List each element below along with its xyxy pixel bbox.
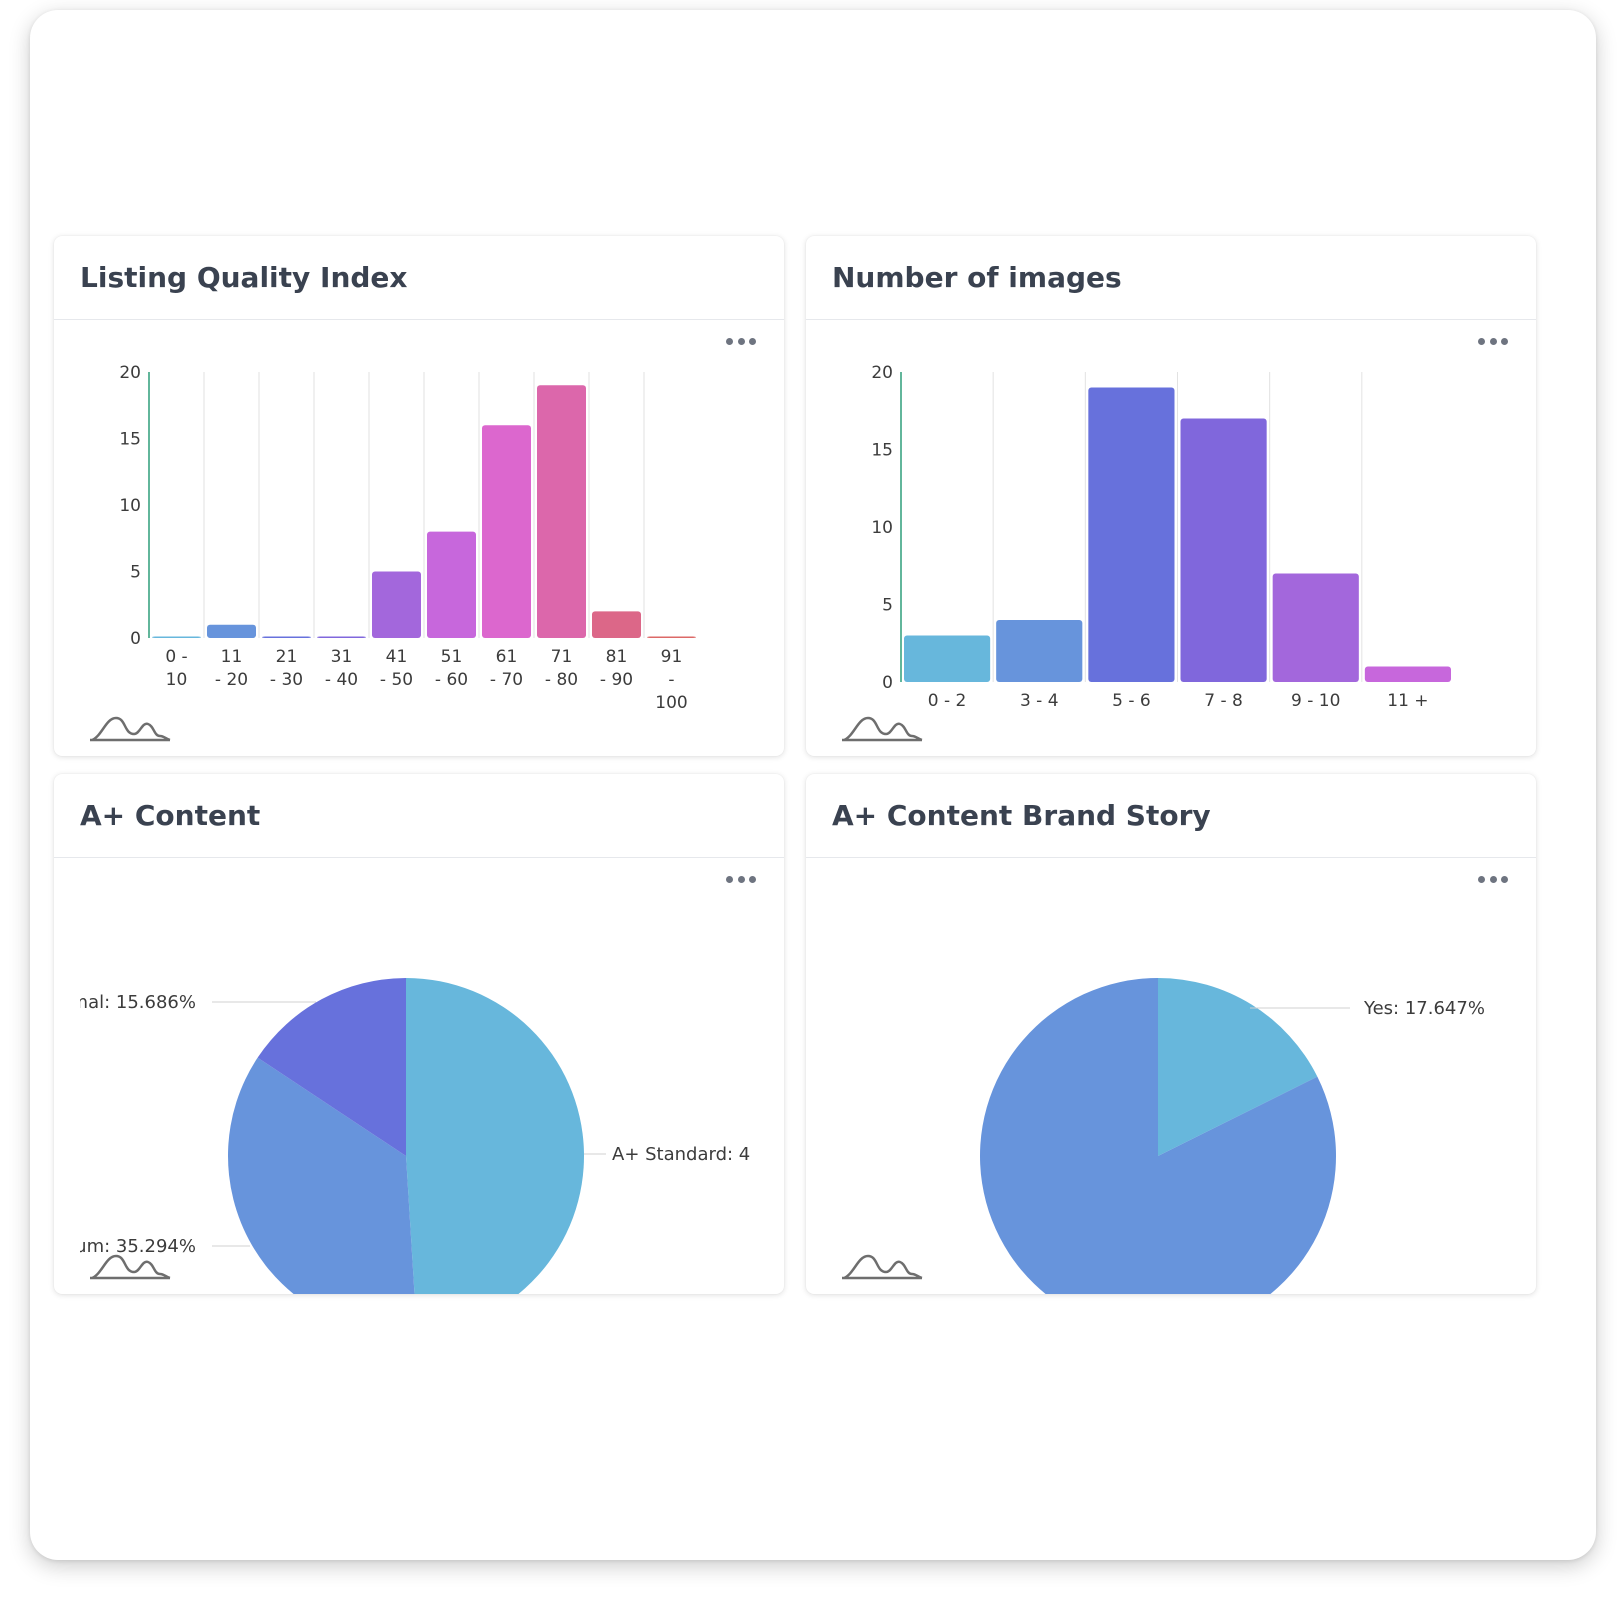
slice-label: rmal: 15.686% [63, 992, 196, 1013]
x-tick-label: 31 [331, 647, 353, 667]
card-title: Number of images [832, 261, 1122, 294]
bar [207, 624, 256, 638]
a-plus-content-brand-story-card: A+ Content Brand Story Yes: 17.647% No: 8… [806, 774, 1536, 1294]
amcharts-logo-icon[interactable] [840, 1250, 924, 1282]
card-header: Number of images [806, 236, 1536, 320]
x-tick-label: 21 [276, 647, 298, 667]
x-tick-label: - 20 [215, 670, 248, 690]
y-tick-label: 5 [130, 563, 141, 583]
card-title: A+ Content [80, 799, 261, 832]
y-tick-label: 5 [882, 596, 893, 616]
x-tick-label: 0 - 2 [928, 691, 967, 711]
y-tick-label: 15 [119, 430, 141, 450]
pie-slice [980, 978, 1336, 1294]
pie-slice [257, 978, 406, 1156]
card-header: A+ Content [54, 774, 784, 858]
number-of-images-card: Number of images 0 5 10 15 20 0 - 2 3 - 4 5 - 6… [806, 236, 1536, 756]
y-tick-label: 0 [130, 629, 141, 649]
amcharts-logo-icon[interactable] [88, 712, 172, 744]
a-plus-content-card: A+ Content A+ Standard: 4 nium: 35.294% rm… [54, 774, 784, 1294]
pie-slice [406, 978, 584, 1294]
card-header: A+ Content Brand Story [806, 774, 1536, 858]
number-of-images-chart: 0 5 10 15 20 0 - 2 3 - 4 5 - 6 7 - 8 9 - 10 11 + [871, 363, 1451, 711]
bar [317, 636, 366, 638]
bar [647, 636, 696, 638]
card-header: Listing Quality Index [54, 236, 784, 320]
slice-label: A+ Standard: 4 [612, 1144, 750, 1165]
y-tick-label: 0 [882, 673, 893, 693]
x-tick-label: 7 - 8 [1204, 691, 1243, 711]
bar [537, 385, 586, 638]
amcharts-logo-icon[interactable] [88, 1250, 172, 1282]
x-tick-label: - 50 [380, 670, 413, 690]
card-title: Listing Quality Index [80, 261, 408, 294]
a-plus-content-pie-chart: A+ Standard: 4 nium: 35.294% rmal: 15.686% [59, 978, 750, 1294]
slice-label: No: 82.353% [844, 1292, 960, 1294]
y-tick-label: 10 [871, 518, 893, 538]
x-tick-label: - 40 [325, 670, 358, 690]
bar [996, 620, 1083, 682]
x-tick-label: - 70 [490, 670, 523, 690]
listing-quality-index-card: Listing Quality Index 0 5 10 15 20 0 - 10 11 - 2… [54, 236, 784, 756]
bar [1364, 666, 1451, 682]
card-title: A+ Content Brand Story [832, 799, 1211, 832]
y-tick-label: 10 [119, 496, 141, 516]
amcharts-logo-icon[interactable] [840, 712, 924, 744]
x-tick-label: - [668, 670, 674, 690]
x-tick-label: 3 - 4 [1020, 691, 1059, 711]
pie-group: A+ Standard: 4 nium: 35.294% rmal: 15.686% [59, 978, 750, 1294]
x-tick-label: 51 [441, 647, 463, 667]
pie-slice [228, 1057, 415, 1294]
x-tick-label: - 90 [600, 670, 633, 690]
bar [262, 636, 311, 638]
bar [1088, 387, 1175, 682]
bar [372, 571, 421, 638]
x-tick-label: 81 [606, 647, 628, 667]
more-horizontal-icon[interactable] [1478, 874, 1508, 884]
bar [904, 635, 991, 682]
bar [427, 531, 476, 638]
y-tick-label: 20 [871, 363, 893, 383]
slice-label: Yes: 17.647% [1363, 998, 1485, 1019]
x-tick-label: 11 [221, 647, 243, 667]
x-tick-label: 71 [551, 647, 573, 667]
bar [152, 636, 201, 638]
y-tick-label: 15 [871, 441, 893, 461]
x-tick-label: 0 - [165, 647, 187, 667]
x-tick-label: - 80 [545, 670, 578, 690]
x-tick-label: 5 - 6 [1112, 691, 1151, 711]
x-tick-label: - 60 [435, 670, 468, 690]
dashboard-frame: Listing Quality Index 0 5 10 15 20 0 -10 11- 2… [30, 10, 1596, 1560]
bar [482, 425, 531, 638]
x-tick-label: 91 [661, 647, 683, 667]
bar [1180, 418, 1267, 682]
more-horizontal-icon[interactable] [726, 874, 756, 884]
listing-quality-index-chart: 0 5 10 15 20 0 - 10 11 - 20 21 - 30 31 - 40 41 - 50 51 -… [119, 363, 696, 713]
more-horizontal-icon[interactable] [1478, 336, 1508, 346]
x-tick-label: 100 [655, 693, 687, 713]
bar [592, 611, 641, 638]
x-tick-label: 61 [496, 647, 518, 667]
x-tick-label: 10 [166, 670, 188, 690]
x-tick-label: 11 + [1387, 691, 1428, 711]
slice-label: nium: 35.294% [59, 1236, 196, 1257]
more-horizontal-icon[interactable] [726, 336, 756, 346]
x-tick-label: 9 - 10 [1291, 691, 1340, 711]
y-tick-label: 20 [119, 363, 141, 383]
pie-slice [1158, 978, 1318, 1156]
a-plus-content-brand-story-pie-chart: Yes: 17.647% No: 82.353% [844, 978, 1485, 1294]
x-tick-label: 41 [386, 647, 408, 667]
bar [1272, 573, 1359, 682]
x-tick-label: - 30 [270, 670, 303, 690]
